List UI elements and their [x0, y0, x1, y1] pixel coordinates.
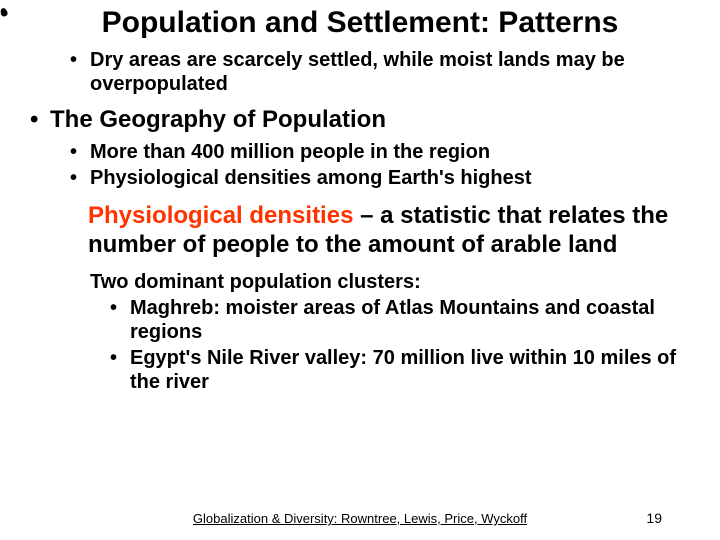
slide: Population and Settlement: Patterns Dry …	[0, 0, 720, 540]
list-item: Egypt's Nile River valley: 70 million li…	[110, 346, 710, 394]
list-item: Physiological densities among Earth's hi…	[70, 166, 710, 190]
list-item: The Geography of Population	[30, 106, 710, 134]
list-item: Dry areas are scarcely settled, while mo…	[70, 48, 710, 96]
page-number: 19	[646, 510, 662, 526]
list-item: More than 400 million people in the regi…	[70, 140, 710, 164]
bullet-list: Dry areas are scarcely settled, while mo…	[10, 48, 710, 394]
list-item: Maghreb: moister areas of Atlas Mountain…	[110, 296, 710, 344]
list-item-definition: Physiological densities – a statistic th…	[66, 202, 710, 260]
footer-citation: Globalization & Diversity: Rowntree, Lew…	[0, 511, 720, 526]
list-item: Two dominant population clusters:	[70, 270, 710, 294]
term-accent: Physiological densities	[88, 202, 353, 229]
slide-title: Population and Settlement: Patterns	[10, 6, 710, 40]
